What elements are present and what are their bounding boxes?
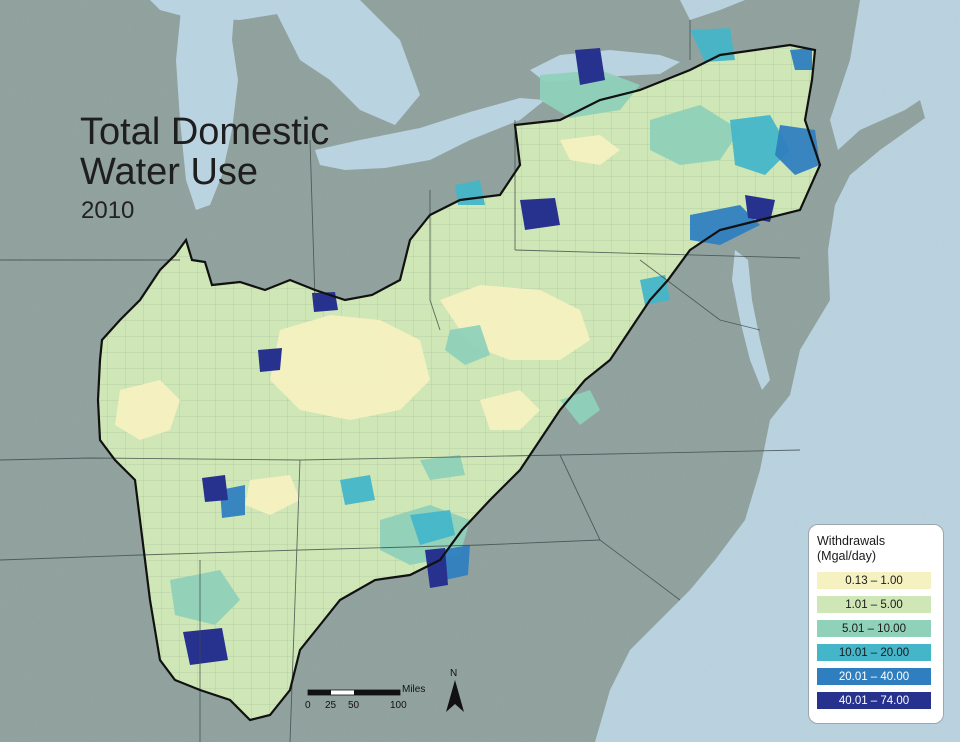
- legend-title-line2: (Mgal/day): [817, 549, 877, 563]
- lake-erie: [315, 98, 545, 170]
- legend-swatch: 1.01 – 5.00: [817, 596, 931, 613]
- scale-tick-25: 25: [325, 700, 337, 711]
- medium-use-areas: [170, 70, 740, 625]
- state-borders: [0, 20, 801, 742]
- scale-tick-50: 50: [348, 700, 360, 711]
- legend-swatch: 20.01 – 40.00: [817, 668, 931, 685]
- legend-class: 1.01 – 5.00: [817, 594, 935, 615]
- map-title-line1: Total Domestic: [80, 111, 330, 153]
- scale-unit: Miles: [402, 684, 426, 695]
- very-high-use-areas: [220, 48, 820, 580]
- legend-swatch: 0.13 – 1.00: [817, 572, 931, 589]
- map-subtitle: 2010: [81, 197, 135, 224]
- map-title: Total Domestic Water Use: [80, 112, 329, 192]
- highest-use-areas: [183, 48, 775, 665]
- legend-swatch: 40.01 – 74.00: [817, 692, 931, 709]
- legend-class: 5.01 – 10.00: [817, 618, 935, 639]
- lake-huron: [270, 0, 420, 125]
- low-use-areas: [115, 135, 620, 515]
- high-use-areas: [340, 28, 790, 545]
- legend-class: 10.01 – 20.00: [817, 642, 935, 663]
- legend-title: Withdrawals (Mgal/day): [817, 534, 935, 564]
- legend-class: 0.13 – 1.00: [817, 570, 935, 591]
- legend-swatch: 10.01 – 20.00: [817, 644, 931, 661]
- lake-superior: [150, 0, 300, 20]
- scale-tick-0: 0: [305, 700, 311, 711]
- legend-swatch: 5.01 – 10.00: [817, 620, 931, 637]
- scale-tick-100: 100: [390, 700, 407, 711]
- map-title-line2: Water Use: [80, 151, 259, 193]
- scale-bar: [307, 689, 401, 696]
- chesapeake-bay: [732, 250, 770, 390]
- legend-title-line1: Withdrawals: [817, 534, 886, 548]
- legend-class: 20.01 – 40.00: [817, 666, 935, 687]
- lake-michigan: [176, 0, 238, 210]
- study-area-boundary: [96, 43, 822, 722]
- north-arrow-label: N: [450, 668, 458, 679]
- north-arrow-icon: [446, 680, 464, 712]
- legend-classes: 0.13 – 1.00 1.01 – 5.00 5.01 – 10.00 10.…: [817, 570, 935, 711]
- legend: Withdrawals (Mgal/day) 0.13 – 1.00 1.01 …: [808, 524, 944, 724]
- legend-class: 40.01 – 74.00: [817, 690, 935, 711]
